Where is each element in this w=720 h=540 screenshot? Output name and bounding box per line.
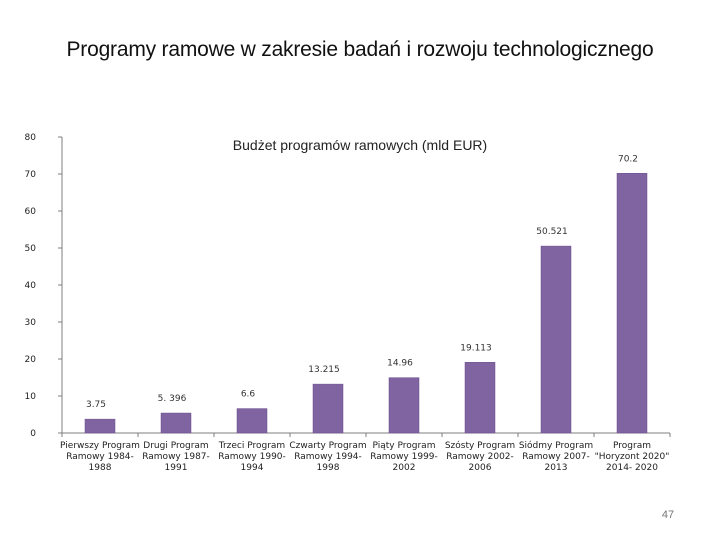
y-tick-label: 60 [25, 207, 37, 217]
data-label: 13.215 [308, 365, 340, 375]
bar [388, 377, 420, 434]
bar [160, 412, 192, 434]
bar [312, 383, 344, 434]
category-label: Pierwszy Program [60, 441, 140, 451]
category-label: 1994 [241, 463, 264, 473]
bar [236, 408, 268, 434]
data-label: 50.521 [536, 227, 568, 237]
y-tick-label: 40 [25, 281, 37, 291]
category-label: 1991 [165, 463, 188, 473]
category-label: Ramowy 1999- [370, 452, 438, 462]
page-number: 47 [661, 509, 675, 521]
bars-group [84, 173, 648, 434]
y-tick-label: 10 [25, 392, 37, 402]
bar [84, 418, 116, 434]
category-label: Ramowy 1990- [218, 452, 286, 462]
category-label: 2013 [545, 463, 568, 473]
y-tick-label: 20 [25, 355, 37, 365]
category-label: 1998 [317, 463, 340, 473]
category-label: Drugi Program [143, 441, 208, 451]
data-label: 3.75 [86, 400, 106, 410]
y-tick-label: 0 [30, 429, 36, 439]
category-label: 2002 [393, 463, 416, 473]
category-label: Ramowy 2007- [522, 452, 590, 462]
category-label: 2014- 2020 [606, 463, 658, 473]
category-label: Siódmy Program [519, 440, 593, 451]
category-label: "Horyzont 2020" [595, 452, 670, 462]
data-label: 19.113 [460, 343, 492, 353]
y-axis-ticks: 0 10 20 30 40 50 60 70 80 [25, 133, 671, 439]
chart-title: Budżet programów ramowych (mld EUR) [233, 137, 487, 153]
category-label: Ramowy 1984- [66, 452, 134, 462]
category-label: Ramowy 2002- [446, 452, 514, 462]
category-label: Szósty Program [445, 440, 515, 451]
y-tick-label: 30 [25, 318, 37, 328]
bar [540, 245, 572, 434]
category-label: Ramowy 1994- [294, 452, 362, 462]
data-label: 70.2 [618, 154, 638, 164]
y-tick-label: 50 [25, 244, 37, 254]
data-label: 6.6 [241, 390, 256, 400]
category-label: Program [613, 441, 651, 451]
category-label: 2006 [469, 463, 492, 473]
category-label: Czwarty Program [289, 441, 366, 451]
slide-title: Programy ramowe w zakresie badań i rozwo… [66, 38, 654, 61]
category-label: Trzeci Program [218, 441, 285, 451]
data-labels-group: 3.75 5. 396 6.6 13.215 14.96 19.113 50.521 70.2 [86, 154, 638, 410]
data-label: 5. 396 [158, 394, 187, 404]
y-tick-label: 70 [25, 170, 37, 180]
bar [464, 362, 496, 434]
category-label: Ramowy 1987- [142, 452, 210, 462]
y-tick-label: 80 [25, 133, 37, 143]
data-label: 14.96 [387, 359, 413, 369]
bar [616, 173, 648, 434]
category-label: Piąty Program [373, 441, 436, 451]
category-label: 1988 [89, 463, 112, 473]
